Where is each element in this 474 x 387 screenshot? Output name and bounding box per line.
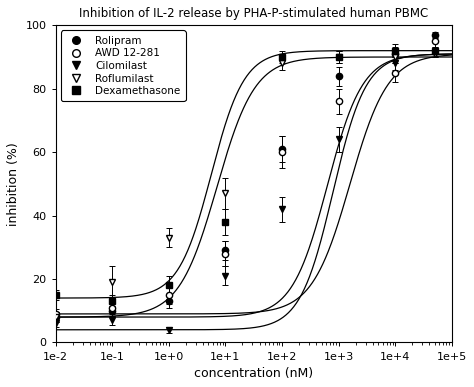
Title: Inhibition of IL-2 release by PHA-P-stimulated human PBMC: Inhibition of IL-2 release by PHA-P-stim… [79,7,428,20]
Y-axis label: inhibition (%): inhibition (%) [7,142,20,226]
Legend: Rolipram, AWD 12-281, Cilomilast, Roflumilast, Dexamethasone: Rolipram, AWD 12-281, Cilomilast, Roflum… [61,31,185,101]
X-axis label: concentration (nM): concentration (nM) [194,367,313,380]
